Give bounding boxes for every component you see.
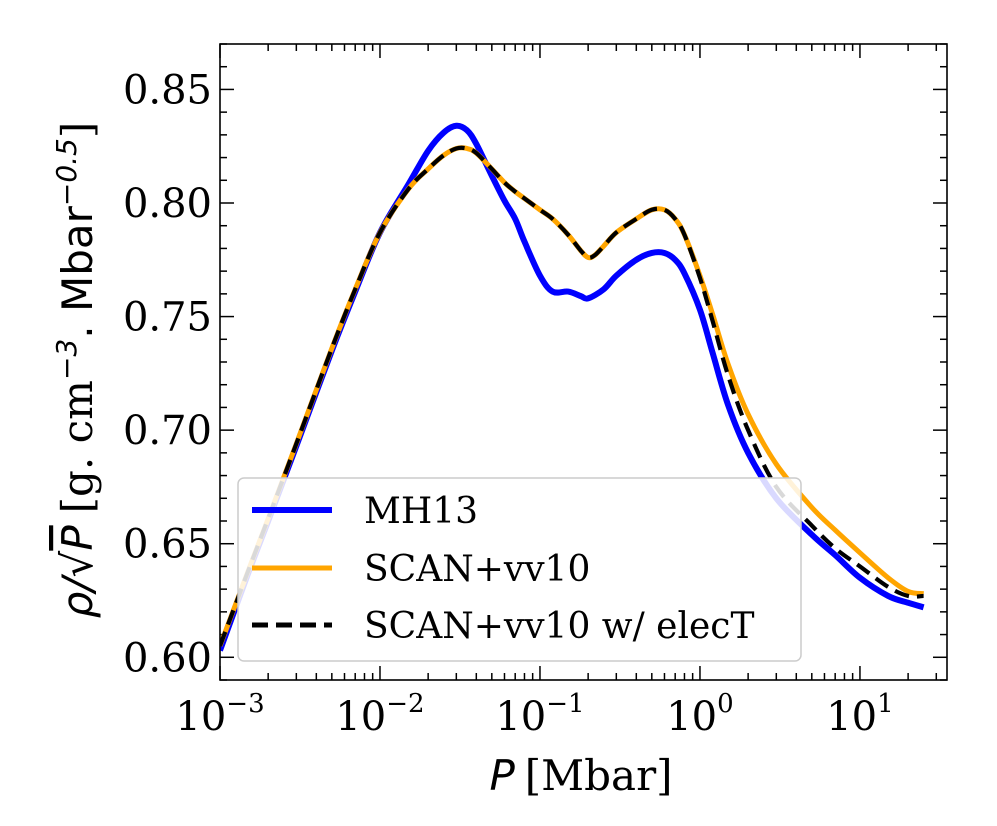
x-tick-label: 10−1: [495, 689, 584, 740]
y-axis-sqrt-symbol: P: [53, 525, 102, 551]
x-tick-label: 10−3: [175, 689, 264, 740]
y-axis-unit-pre: [g. cm: [53, 380, 102, 513]
x-axis-symbol: P: [489, 751, 515, 800]
plot-frame: [219, 43, 948, 681]
y-tick-label: 0.75: [123, 295, 212, 341]
legend: MH13 SCAN+vv10 SCAN+vv10 w/ elecT: [237, 477, 802, 662]
x-axis-unit: [Mbar]: [525, 751, 673, 800]
x-tick-exponent: −2: [386, 689, 424, 719]
x-tick-label: 100: [666, 689, 733, 740]
x-tick-base: 10: [666, 694, 717, 740]
y-axis-rho: ρ/: [53, 574, 102, 619]
x-tick-label: 101: [826, 689, 893, 740]
legend-label-scan-vv10-electt: SCAN+vv10 w/ elecT: [364, 606, 754, 647]
y-tick-label: 0.80: [123, 181, 212, 227]
legend-label-mh13: MH13: [364, 491, 478, 532]
series-layer: [220, 122, 925, 652]
legend-label-scan-vv10: SCAN+vv10: [364, 549, 590, 590]
y-axis-sqrt-sign: √: [53, 550, 102, 577]
x-tick-exponent: 1: [877, 689, 894, 719]
y-axis-label: ρ/√P [g. cm−3. Mbar−0.5]: [50, 122, 102, 619]
x-tick-label: 10−2: [335, 689, 424, 740]
y-tick-label: 0.65: [123, 522, 212, 568]
y-axis-unit-post: ]: [53, 122, 102, 138]
y-axis-unit-exp1: −3: [50, 339, 83, 380]
x-tick-exponent: −1: [546, 689, 584, 719]
x-axis-label: P [Mbar]: [489, 751, 672, 800]
y-tick-label: 0.60: [123, 635, 212, 681]
series-line-scan-vv10-electt: [220, 145, 924, 647]
y-tick-label: 0.85: [123, 67, 212, 113]
y-axis-unit-exp2: −0.5: [50, 138, 83, 206]
legend-box: [237, 477, 802, 662]
x-tick-exponent: 0: [717, 689, 734, 719]
x-tick-base: 10: [335, 694, 386, 740]
x-tick-base: 10: [175, 694, 226, 740]
y-axis-label-group: ρ/√P [g. cm−3. Mbar−0.5]: [50, 122, 102, 619]
x-tick-base: 10: [495, 694, 546, 740]
y-tick-label: 0.70: [123, 408, 212, 454]
y-axis-unit-mid: . Mbar: [53, 205, 102, 338]
axis-ticks: [219, 43, 947, 681]
tick-labels: 10−3 10−2 10−1 100 1010.600.650.700.750.800.…: [123, 67, 894, 740]
x-tick-base: 10: [826, 694, 877, 740]
x-tick-exponent: −3: [226, 689, 264, 719]
